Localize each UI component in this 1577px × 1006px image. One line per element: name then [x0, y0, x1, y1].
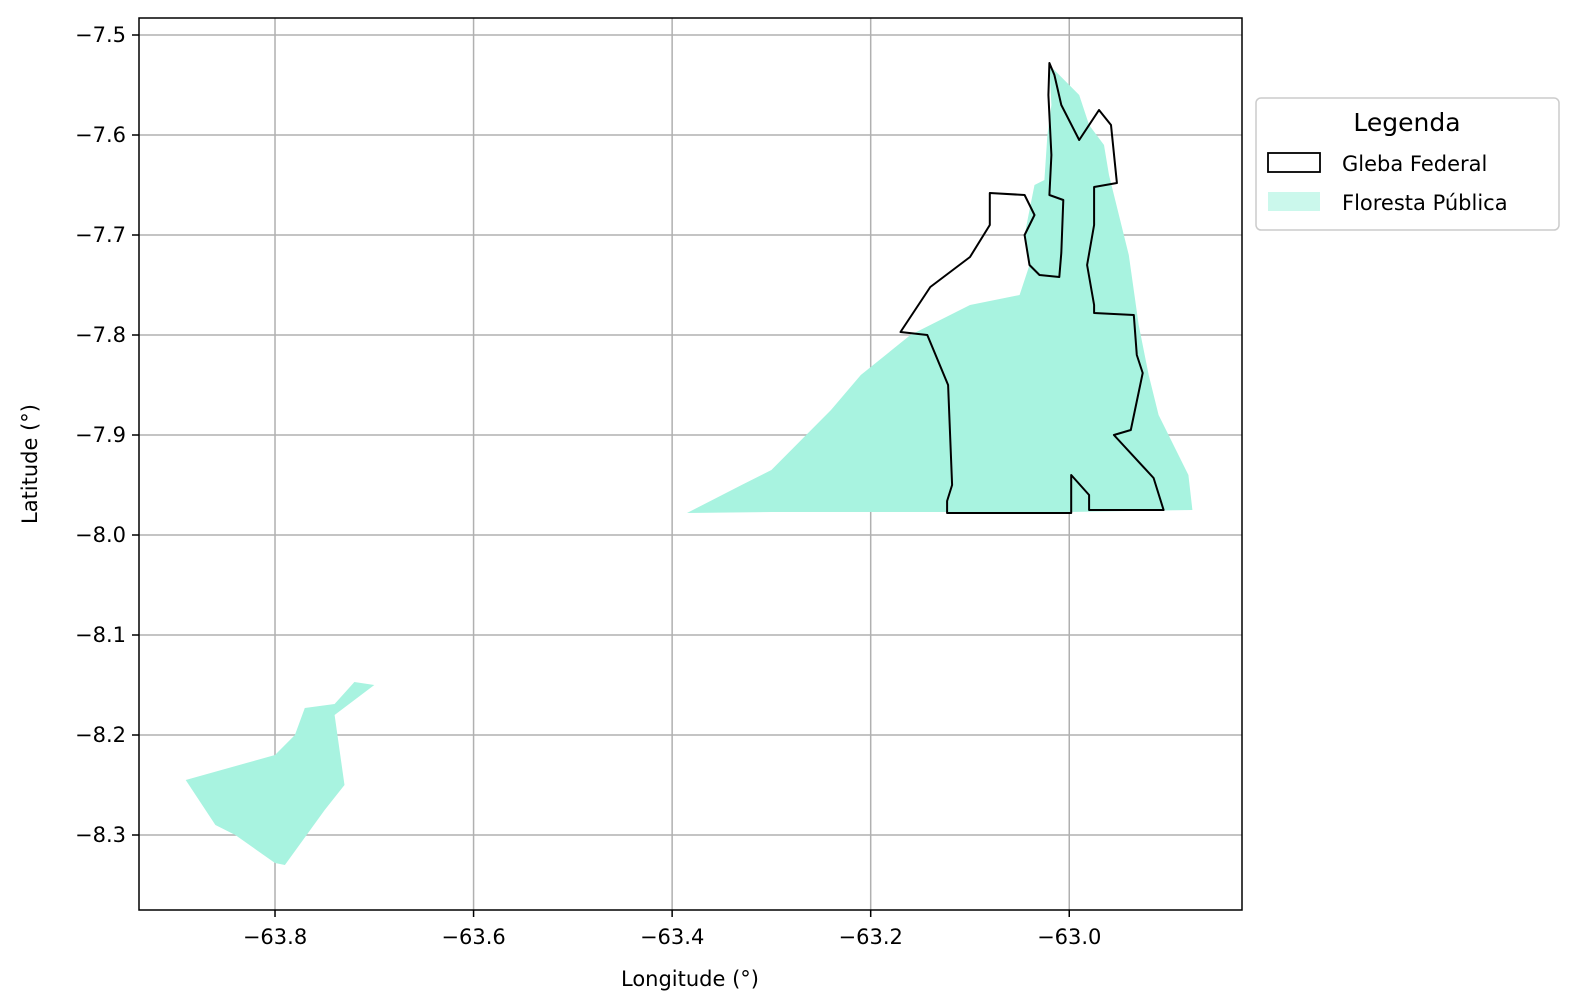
axes-frame: [138, 17, 1243, 911]
x-axis-ticks: −63.8 −63.6 −63.4 −63.2 −63.0: [243, 910, 1101, 949]
y-tick-label: −7.9: [75, 423, 126, 447]
legend-swatch-floresta-publica: [1268, 192, 1320, 211]
legend-title: Legenda: [1353, 108, 1460, 137]
legend-swatch-gleba-federal: [1267, 152, 1321, 173]
y-tick-label: −8.1: [75, 623, 126, 647]
y-axis-label: Latitude (°): [18, 404, 42, 524]
y-tick-label: −8.0: [75, 523, 126, 547]
floresta-publica-polygon: [687, 65, 1193, 513]
legend-label-gleba-federal: Gleba Federal: [1342, 152, 1487, 176]
x-tick-label: −63.6: [441, 925, 505, 949]
x-axis-label: Longitude (°): [621, 967, 759, 991]
floresta-publica-polygon: [821, 445, 881, 495]
y-axis-ticks: −7.5 −7.6 −7.7 −7.8 −7.9 −8.0 −8.1 −8.2 −8.3: [75, 23, 139, 847]
floresta-publica-polygon: [970, 440, 1020, 485]
x-tick-label: −63.0: [1037, 925, 1101, 949]
gleba-federal-polygon: [899, 62, 1165, 514]
legend: Legenda Gleba Federal Floresta Pública: [1255, 97, 1560, 231]
y-tick-label: −8.3: [75, 823, 126, 847]
y-tick-label: −7.6: [75, 123, 126, 147]
x-tick-label: −63.8: [243, 925, 307, 949]
legend-label-floresta-publica: Floresta Pública: [1342, 191, 1508, 215]
floresta-publica-polygon: [185, 682, 375, 865]
gleba-federal-layer: [899, 62, 1165, 514]
y-tick-label: −8.2: [75, 723, 126, 747]
legend-box: [1255, 97, 1560, 231]
floresta-publica-layer: [185, 65, 1193, 865]
y-tick-label: −7.7: [75, 223, 126, 247]
y-tick-label: −7.5: [75, 23, 126, 47]
x-tick-label: −63.2: [839, 925, 903, 949]
x-tick-label: −63.4: [640, 925, 704, 949]
y-tick-label: −7.8: [75, 323, 126, 347]
